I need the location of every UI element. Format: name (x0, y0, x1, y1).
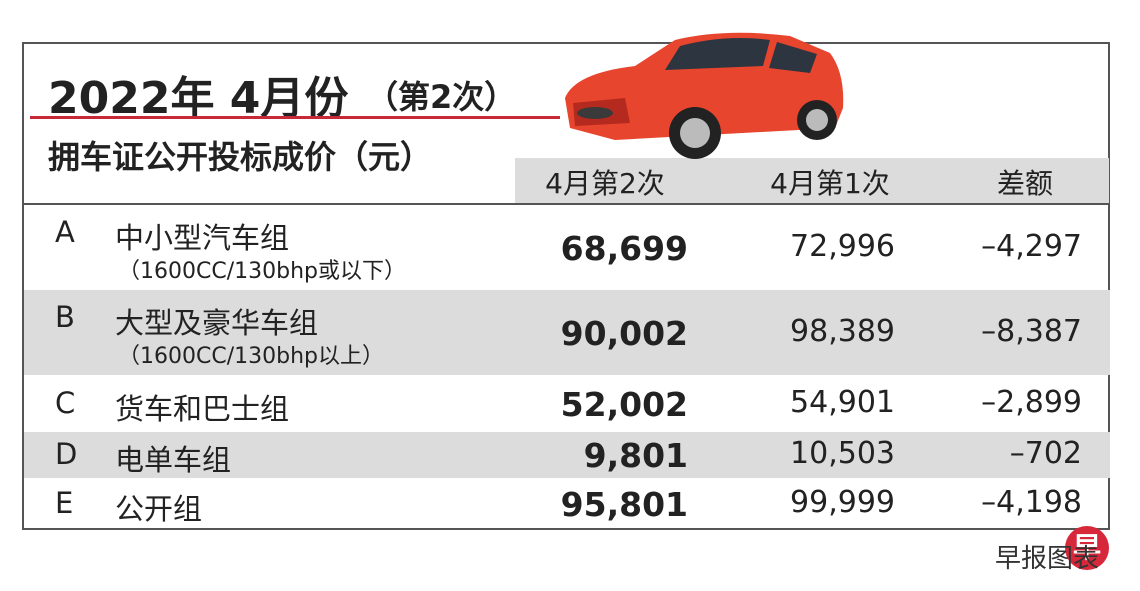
column-header: 4月第2次 (545, 167, 665, 200)
row-value: –2,899 (981, 384, 1082, 420)
column-header: 4月第1次 (770, 167, 890, 200)
column-header: 差额 (996, 167, 1053, 200)
subtitle: 拥车证公开投标成价（元） (48, 138, 433, 176)
row-value: 90,002 (560, 313, 688, 353)
row-value: –8,387 (981, 313, 1082, 349)
row-value: 95,801 (560, 485, 688, 524)
row-name: 公开组 (115, 492, 203, 526)
row-value: 72,996 (790, 228, 895, 264)
row-value: 98,389 (790, 313, 895, 349)
row-value: 54,901 (790, 384, 895, 420)
row-code: D (55, 437, 78, 471)
header-band (515, 158, 1109, 203)
row-value: 10,503 (790, 436, 895, 471)
row-value: 99,999 (790, 485, 895, 520)
row-band (24, 290, 1110, 375)
row-value: –4,297 (981, 228, 1082, 264)
row-name: 中小型汽车组 (115, 221, 290, 255)
car-illustration (565, 32, 844, 159)
title-suffix: （第2次） (366, 78, 517, 116)
row-value: 9,801 (583, 436, 688, 475)
row-note: （1600CC/130bhp或以下） (118, 259, 406, 284)
row-note: （1600CC/130bhp以上） (118, 344, 384, 369)
source: 早报图表 (995, 544, 1100, 574)
row-code: B (55, 300, 75, 334)
title: 2022年 4月份 (48, 73, 349, 124)
row-code: A (55, 215, 75, 249)
row-band (24, 432, 1110, 478)
row-value: –4,198 (981, 485, 1082, 520)
row-name: 货车和巴士组 (115, 391, 290, 426)
row-name: 大型及豪华车组 (115, 306, 319, 340)
row-code: E (55, 486, 74, 520)
title-underline (30, 116, 560, 119)
row-code: C (55, 385, 76, 420)
row-value: 68,699 (560, 228, 688, 268)
row-name: 电单车组 (115, 443, 232, 477)
row-value: 52,002 (560, 384, 688, 424)
logo: 早 (1065, 526, 1109, 570)
row-value: –702 (1009, 436, 1082, 471)
header-rule (24, 203, 1110, 205)
table-frame (22, 42, 1110, 530)
